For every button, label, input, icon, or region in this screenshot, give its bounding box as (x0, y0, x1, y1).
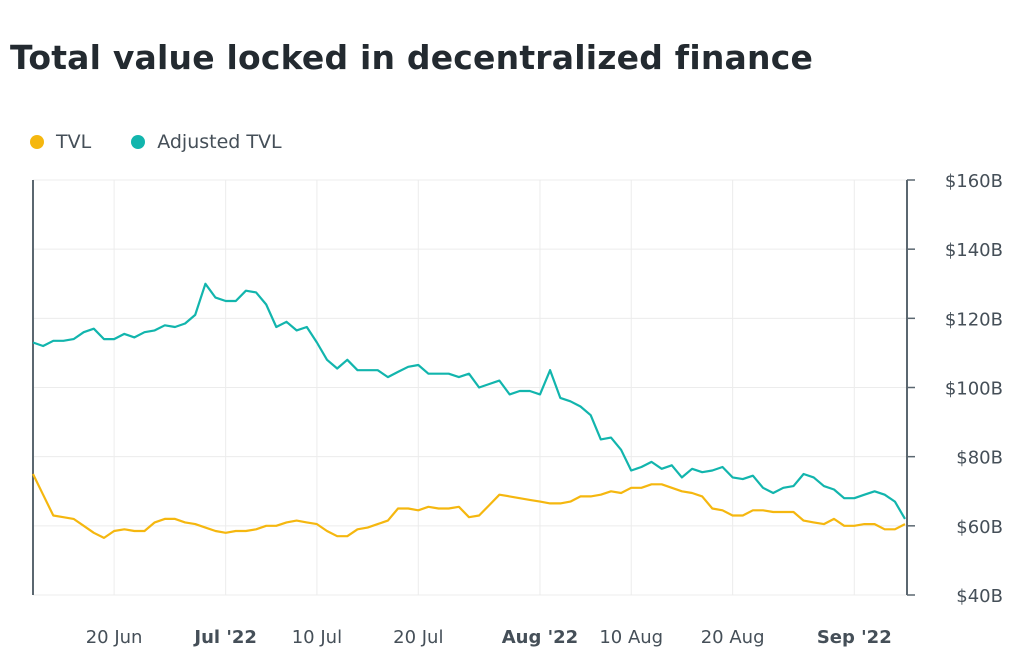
x-tick-label: 20 Aug (701, 627, 765, 648)
x-tick-label: 20 Jul (393, 627, 443, 648)
legend-label-adjusted-tvl: Adjusted TVL (157, 131, 282, 153)
y-tick-label: $40B (956, 586, 1003, 607)
legend-item-adjusted-tvl[interactable]: Adjusted TVL (131, 131, 282, 153)
x-tick-label: 10 Aug (599, 627, 663, 648)
y-tick-label: $120B (945, 309, 1003, 330)
x-tick-label: Sep '22 (817, 627, 892, 648)
chart-title: Total value locked in decentralized fina… (10, 38, 814, 77)
y-tick-label: $80B (956, 448, 1003, 469)
series-line-tvl (32, 473, 906, 540)
x-tick-label: Aug '22 (502, 627, 578, 648)
x-tick-label: Jul '22 (192, 627, 257, 648)
y-tick-label: $140B (945, 240, 1003, 261)
legend: TVL Adjusted TVL (30, 131, 282, 153)
y-tick-label: $100B (945, 379, 1003, 400)
legend-item-tvl[interactable]: TVL (30, 131, 91, 153)
series-line-adjusted-tvl (32, 282, 906, 520)
x-tick-label: 10 Jul (292, 627, 342, 648)
legend-marker-tvl (30, 135, 44, 149)
y-tick-label: $60B (956, 517, 1003, 538)
x-tick-label: 20 Jun (86, 627, 143, 648)
legend-label-tvl: TVL (56, 131, 92, 153)
legend-marker-adjusted-tvl (131, 135, 146, 149)
y-tick-label: $160B (945, 171, 1003, 192)
